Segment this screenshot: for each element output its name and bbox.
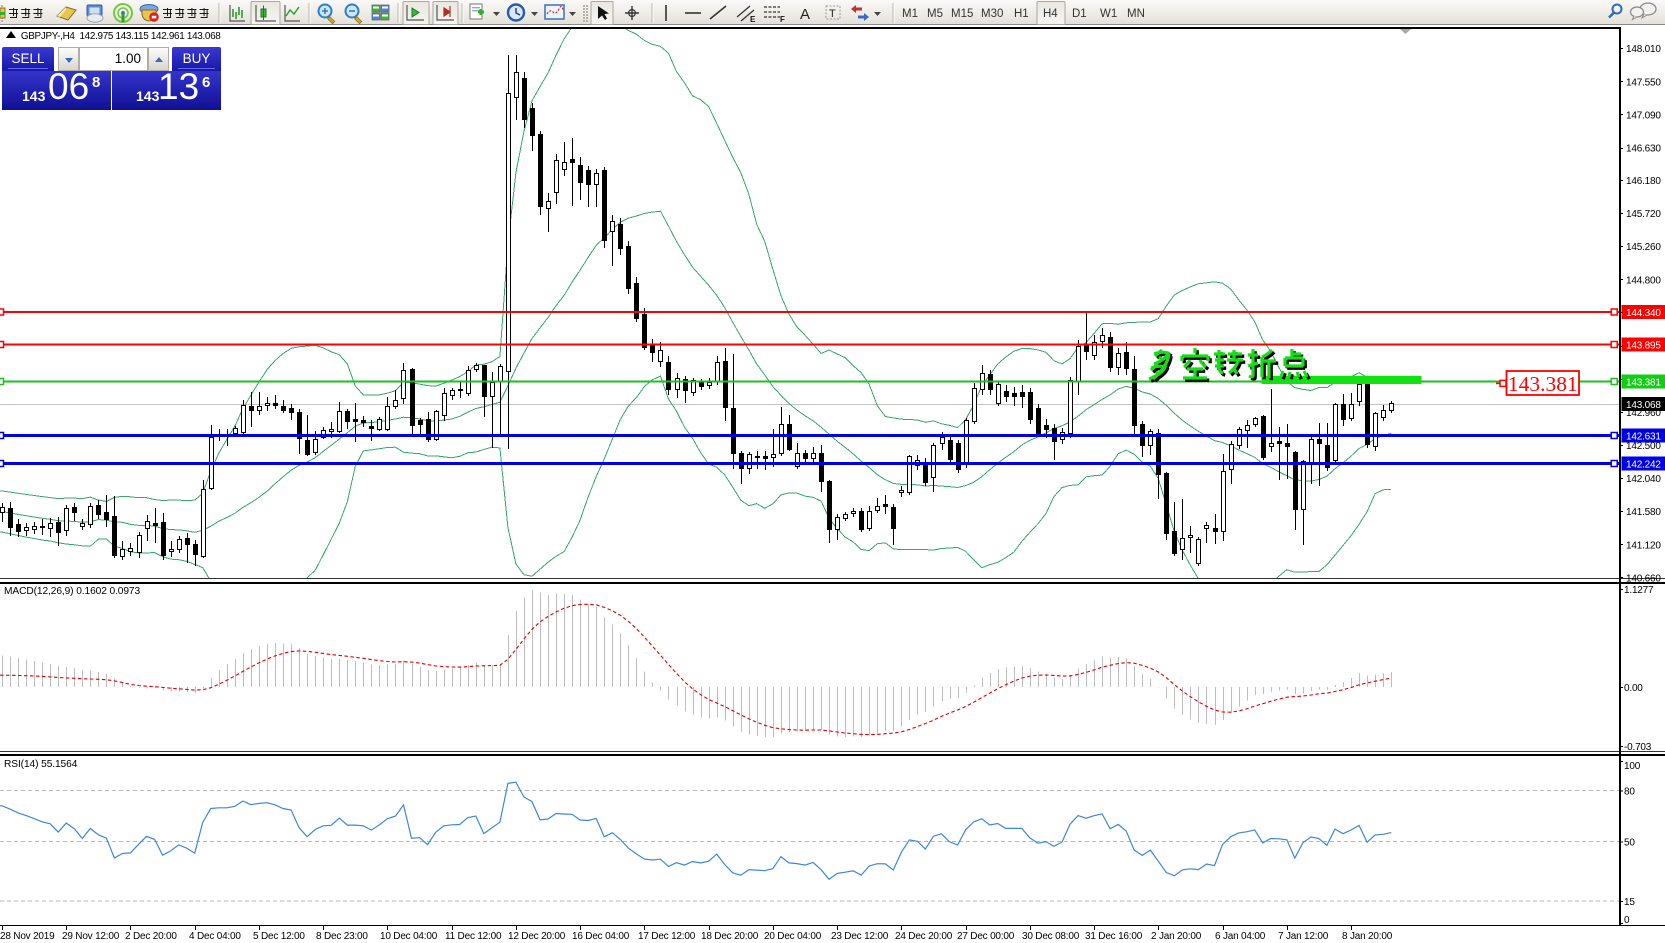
svg-text:143.381: 143.381 [1626,378,1661,389]
svg-text:30 Dec 08:00: 30 Dec 08:00 [1022,931,1080,942]
svg-text:M15: M15 [951,8,973,20]
svg-text:0: 0 [1624,915,1630,926]
svg-text:27 Dec 00:00: 27 Dec 00:00 [957,931,1015,942]
svg-text:147.550: 147.550 [1626,77,1661,88]
svg-text:2 Jan 20:00: 2 Jan 20:00 [1151,931,1202,942]
svg-text:144.800: 144.800 [1626,275,1661,286]
svg-text:MN: MN [1127,8,1145,20]
svg-text:H4: H4 [1043,8,1058,20]
svg-text:5 Dec 12:00: 5 Dec 12:00 [253,931,305,942]
svg-text:144.340: 144.340 [1626,308,1661,319]
svg-text:A: A [800,6,810,23]
svg-text:M30: M30 [981,8,1003,20]
svg-text:143.068: 143.068 [1626,400,1661,411]
svg-text:F: F [780,15,785,24]
svg-text:15: 15 [1624,897,1635,908]
svg-text:E: E [750,15,756,24]
svg-text:145.720: 145.720 [1626,209,1661,220]
svg-text:18 Dec 20:00: 18 Dec 20:00 [701,931,759,942]
svg-text:142.040: 142.040 [1626,474,1661,485]
svg-text:100: 100 [1624,761,1641,772]
svg-text:146.180: 146.180 [1626,176,1661,187]
svg-text:142.242: 142.242 [1626,460,1661,471]
svg-text:142.960: 142.960 [1626,408,1661,419]
svg-text:0.00: 0.00 [1624,683,1643,694]
svg-text:W1: W1 [1100,8,1117,20]
svg-text:29 Nov 12:00: 29 Nov 12:00 [62,931,120,942]
svg-text:M5: M5 [927,8,943,20]
svg-text:2 Dec 20:00: 2 Dec 20:00 [125,931,177,942]
svg-text:80: 80 [1624,787,1635,798]
svg-text:141.580: 141.580 [1626,507,1661,518]
svg-text:145.260: 145.260 [1626,242,1661,253]
svg-text:147.090: 147.090 [1626,110,1661,121]
svg-text:146.630: 146.630 [1626,144,1661,155]
svg-text:RSI(14) 55.1564: RSI(14) 55.1564 [4,759,78,770]
svg-text:31 Dec 16:00: 31 Dec 16:00 [1085,931,1143,942]
svg-text:142.500: 142.500 [1626,441,1661,452]
svg-text:T: T [829,8,836,20]
svg-text:20 Dec 04:00: 20 Dec 04:00 [764,931,822,942]
svg-text:M1: M1 [902,8,918,20]
svg-text:10 Dec 04:00: 10 Dec 04:00 [380,931,438,942]
svg-text:1.1277: 1.1277 [1624,585,1654,596]
svg-text:140.660: 140.660 [1626,573,1661,584]
svg-text:50: 50 [1624,838,1635,849]
svg-text:MACD(12,26,9) 0.1602 0.0973: MACD(12,26,9) 0.1602 0.0973 [4,586,140,597]
svg-text:142.631: 142.631 [1626,432,1661,443]
svg-text:8 Dec 23:00: 8 Dec 23:00 [316,931,368,942]
svg-text:4 Dec 04:00: 4 Dec 04:00 [189,931,241,942]
svg-text:23 Dec 12:00: 23 Dec 12:00 [831,931,889,942]
svg-text:143.381: 143.381 [1508,372,1578,396]
svg-text:148.010: 148.010 [1626,44,1661,55]
svg-text:12 Dec 20:00: 12 Dec 20:00 [508,931,566,942]
svg-text:-0.703: -0.703 [1624,742,1652,753]
svg-text:8 Jan 20:00: 8 Jan 20:00 [1342,931,1393,942]
svg-text:143.895: 143.895 [1626,341,1661,352]
svg-text:H1: H1 [1014,8,1029,20]
svg-text:24 Dec 20:00: 24 Dec 20:00 [895,931,953,942]
svg-text:17 Dec 12:00: 17 Dec 12:00 [638,931,696,942]
svg-text:28 Nov 2019: 28 Nov 2019 [0,931,55,942]
svg-text:6 Jan 04:00: 6 Jan 04:00 [1215,931,1266,942]
svg-text:7 Jan 12:00: 7 Jan 12:00 [1278,931,1329,942]
svg-text:D1: D1 [1072,8,1087,20]
svg-text:11 Dec 12:00: 11 Dec 12:00 [445,931,502,942]
svg-text:16 Dec 04:00: 16 Dec 04:00 [572,931,630,942]
svg-text:141.120: 141.120 [1626,540,1661,551]
